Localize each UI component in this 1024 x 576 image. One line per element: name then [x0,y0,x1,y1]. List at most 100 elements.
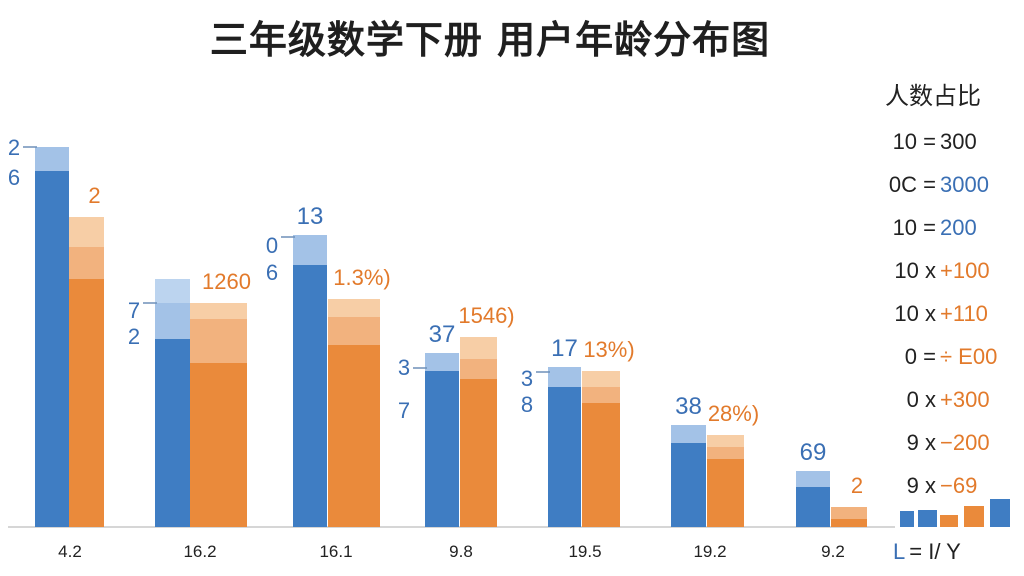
side-row: 0 x +300 [880,378,1020,421]
x-tick-label: 19.5 [568,542,601,561]
bar-side-label-blue: 0 [266,233,278,258]
side-row: 9 x −200 [880,421,1020,464]
side-row: 0 = ÷ E00 [880,335,1020,378]
bar-blue-3-segment-1 [425,353,459,371]
legend-swatch-orange [964,506,984,527]
side-row-right: +110 [940,301,988,326]
side-row: 10 x +100 [880,249,1020,292]
bar-orange-3-segment-0 [460,379,497,527]
side-row-right: 200 [940,215,977,240]
x-tick-label: 9.2 [821,542,845,561]
bar-side-label-blue: 3 [521,366,533,391]
bar-orange-3-segment-1 [460,359,497,379]
bar-orange-1-segment-1 [190,319,247,363]
bar-side-label-blue: 2 [8,135,20,160]
side-row-left: 10 x [894,301,936,326]
bar-label-blue: 17 [551,335,578,362]
bar-label-orange: 1546) [458,303,514,328]
bar-orange-1-segment-2 [190,303,247,319]
side-row-left: 0 = [904,344,936,369]
x-tick-label: 16.1 [319,542,352,561]
bar-orange-2-segment-1 [328,317,380,345]
side-row: 9 x −69 [880,464,1020,507]
bar-orange-4-segment-2 [582,371,620,387]
bar-label-orange: 1.3%) [333,265,390,290]
side-row-right: 3000 [940,172,989,197]
legend-swatches [900,499,1010,527]
side-row-left: 10 = [892,129,936,154]
bar-blue-0-segment-0 [35,171,69,527]
bar-label-orange: 2 [88,183,100,208]
bar-blue-1-segment-0 [155,339,190,527]
legend-swatch-blue [990,499,1010,527]
side-row-right: 300 [940,129,977,154]
x-tick-label: 4.2 [58,542,82,561]
bar-label-orange: 28%) [708,401,759,426]
bar-blue-2-segment-1 [293,235,327,265]
x-tick-label: 9.8 [449,542,473,561]
bar-label-orange: 2 [851,473,863,498]
side-row-right: −69 [940,473,978,498]
bar-blue-5-segment-1 [671,425,706,443]
legend-swatch-blue [900,511,914,527]
bar-label-blue: 38 [675,393,702,420]
side-row-left: 10 = [892,215,936,240]
bar-orange-2-segment-0 [328,345,380,527]
bar-orange-0-segment-2 [69,217,104,247]
bar-orange-3-segment-2 [460,337,497,359]
bar-blue-4-segment-0 [548,387,581,527]
bar-side-label-blue: 6 [266,260,278,285]
bar-blue-5-segment-0 [671,443,706,527]
bar-side-label-blue: 8 [521,392,533,417]
side-panel-footer: L = I/ Y [893,538,961,566]
side-row: 0C = 3000 [880,163,1020,206]
side-panel-heading: 人数占比 [885,83,981,110]
bar-orange-1-segment-0 [190,363,247,527]
x-tick-label: 19.2 [693,542,726,561]
bar-blue-6-segment-0 [796,487,830,527]
bar-orange-4-segment-0 [582,403,620,527]
bar-orange-2-segment-2 [328,299,380,317]
bar-blue-0-segment-1 [35,147,69,171]
bar-blue-6-segment-1 [796,471,830,487]
bar-blue-1-segment-1 [155,303,190,339]
side-row-left: 9 x [906,430,936,455]
side-panel: 人数占比 10 = 300 0C = 3000 10 = 200 10 x +100 1… [880,74,1020,507]
bar-side-label-blue: 2 [128,324,140,349]
bar-label-blue: 13 [297,203,324,230]
x-tick-label: 16.2 [183,542,216,561]
side-row: 10 x +110 [880,292,1020,335]
side-row-right: ÷ E00 [940,344,998,369]
bar-blue-3-segment-0 [425,371,459,527]
bar-orange-0-segment-0 [69,279,104,527]
bar-side-label-blue: 6 [8,165,20,190]
bar-orange-6-segment-1 [831,507,867,519]
bar-label-blue: 69 [800,439,827,466]
bar-blue-1-segment-2 [155,279,190,303]
bar-label-orange: 13%) [583,337,634,362]
chart-title: 三年级数学下册 用户年龄分布图 [209,18,771,62]
side-row-left: 0C = [888,172,936,197]
bar-orange-5-segment-0 [707,459,744,527]
side-footer-right: = I/ Y [909,539,961,564]
side-footer-left: L [893,539,906,564]
side-row: 10 = 200 [880,206,1020,249]
bar-side-label-blue: 7 [128,298,140,323]
bar-orange-4-segment-1 [582,387,620,403]
side-row-left: 0 x [906,387,936,412]
side-row-right: +300 [940,387,990,412]
legend-swatch-blue [918,510,937,527]
side-row-left: 9 x [906,473,936,498]
side-row: 10 = 300 [880,120,1020,163]
bar-orange-6-segment-0 [831,519,867,527]
bar-blue-2-segment-0 [293,265,327,527]
bar-blue-4-segment-1 [548,367,581,387]
bar-orange-5-segment-2 [707,435,744,447]
bar-side-label-blue: 7 [398,398,410,423]
bar-orange-5-segment-1 [707,447,744,459]
legend-swatch-orange [940,515,958,527]
side-row-left: 10 x [894,258,936,283]
bar-label-blue: 37 [429,321,456,348]
bar-orange-0-segment-1 [69,247,104,279]
